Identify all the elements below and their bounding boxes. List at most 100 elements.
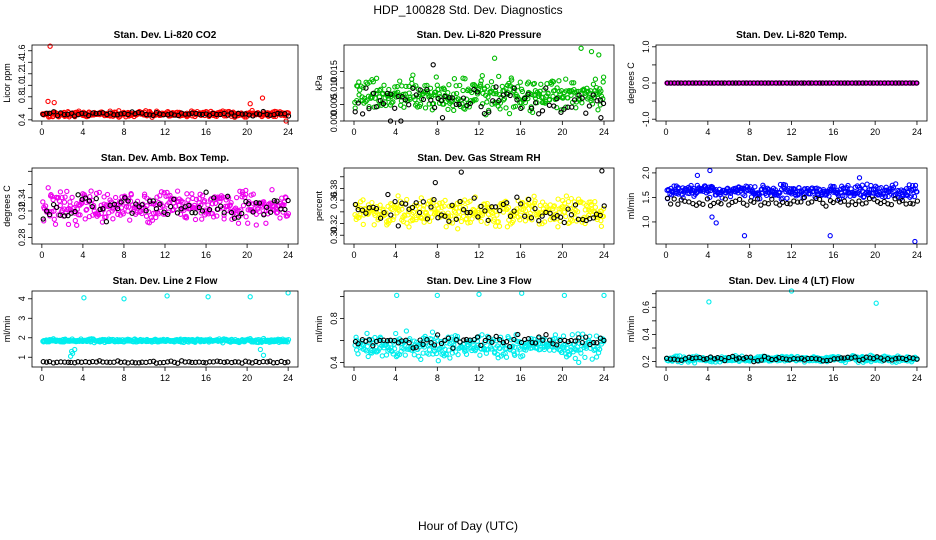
data-point xyxy=(150,112,156,119)
data-point xyxy=(442,213,448,219)
data-point xyxy=(531,80,538,87)
data-point xyxy=(431,342,438,348)
data-point xyxy=(370,90,377,96)
data-point xyxy=(567,206,573,212)
data-point xyxy=(467,198,473,204)
data-point xyxy=(441,203,447,209)
x-tick-label: 12 xyxy=(786,373,796,383)
data-point xyxy=(74,222,80,228)
data-point xyxy=(590,215,597,221)
data-point xyxy=(232,206,238,212)
x-tick-label: 20 xyxy=(557,373,567,383)
data-point xyxy=(250,191,256,197)
x-tick-label: 24 xyxy=(283,127,293,137)
data-point xyxy=(410,345,416,351)
data-point xyxy=(86,198,93,204)
data-point xyxy=(598,115,604,121)
data-point xyxy=(496,98,502,104)
x-tick-label: 20 xyxy=(557,127,567,137)
data-point xyxy=(285,336,292,343)
data-point xyxy=(371,339,377,346)
data-point xyxy=(407,96,413,102)
data-point xyxy=(430,199,436,206)
data-point xyxy=(726,202,732,208)
data-point xyxy=(399,83,405,89)
data-point xyxy=(479,212,486,218)
data-point xyxy=(504,200,510,206)
data-point xyxy=(229,359,235,366)
data-point xyxy=(370,79,376,85)
data-point xyxy=(582,220,588,227)
data-point xyxy=(158,189,165,195)
data-point xyxy=(566,352,572,358)
data-point xyxy=(399,206,405,212)
data-point xyxy=(841,80,848,86)
data-point xyxy=(380,206,386,212)
data-point xyxy=(147,359,153,365)
data-point xyxy=(398,203,404,209)
data-point xyxy=(260,108,266,115)
data-point xyxy=(192,210,198,216)
data-point xyxy=(392,84,398,90)
data-point xyxy=(461,337,467,343)
data-point xyxy=(478,342,484,349)
data-point xyxy=(600,96,606,102)
data-point xyxy=(536,221,542,227)
data-point xyxy=(380,101,387,107)
data-point xyxy=(77,212,83,218)
data-point xyxy=(429,214,435,220)
point-group xyxy=(664,167,921,245)
data-point xyxy=(100,206,106,212)
data-point xyxy=(565,206,571,212)
data-point xyxy=(554,95,560,102)
data-point xyxy=(178,206,184,212)
data-point xyxy=(599,168,605,174)
data-point xyxy=(526,196,532,203)
data-point xyxy=(205,294,211,300)
data-point xyxy=(539,108,546,114)
data-point xyxy=(45,185,51,191)
data-point xyxy=(434,82,440,88)
data-point xyxy=(445,106,451,113)
x-tick-label: 20 xyxy=(242,373,252,383)
data-point xyxy=(668,80,674,86)
data-point xyxy=(282,111,288,117)
data-point xyxy=(529,339,535,346)
data-point xyxy=(122,359,128,365)
data-point xyxy=(492,204,499,210)
data-point xyxy=(601,292,607,299)
panel-y-axis-label: degrees C xyxy=(626,62,636,104)
data-point xyxy=(528,215,535,221)
data-point xyxy=(209,210,216,217)
data-point xyxy=(896,80,902,86)
data-point xyxy=(579,100,585,106)
data-point xyxy=(51,208,57,214)
data-point xyxy=(225,193,231,199)
data-point xyxy=(277,215,283,221)
data-point xyxy=(363,210,369,216)
data-point xyxy=(782,182,789,188)
data-point xyxy=(443,224,449,230)
data-point xyxy=(93,195,99,202)
y-tick-label: 1.2 xyxy=(17,68,27,81)
data-point xyxy=(242,358,249,364)
data-point xyxy=(214,358,220,364)
x-tick-label: 12 xyxy=(786,127,796,137)
data-point xyxy=(494,212,500,218)
data-point xyxy=(402,352,408,358)
data-point xyxy=(250,209,256,215)
data-point xyxy=(253,200,259,206)
data-point xyxy=(417,337,423,343)
data-point xyxy=(514,194,520,200)
data-point xyxy=(521,95,528,102)
data-point xyxy=(460,87,466,94)
y-tick-label: 0.28 xyxy=(17,229,27,247)
data-point xyxy=(186,111,192,117)
data-point xyxy=(459,101,465,107)
data-point xyxy=(232,359,238,365)
data-point xyxy=(449,350,456,356)
panel-title: Stan. Dev. Li-820 CO2 xyxy=(114,30,217,41)
data-point xyxy=(486,334,492,341)
